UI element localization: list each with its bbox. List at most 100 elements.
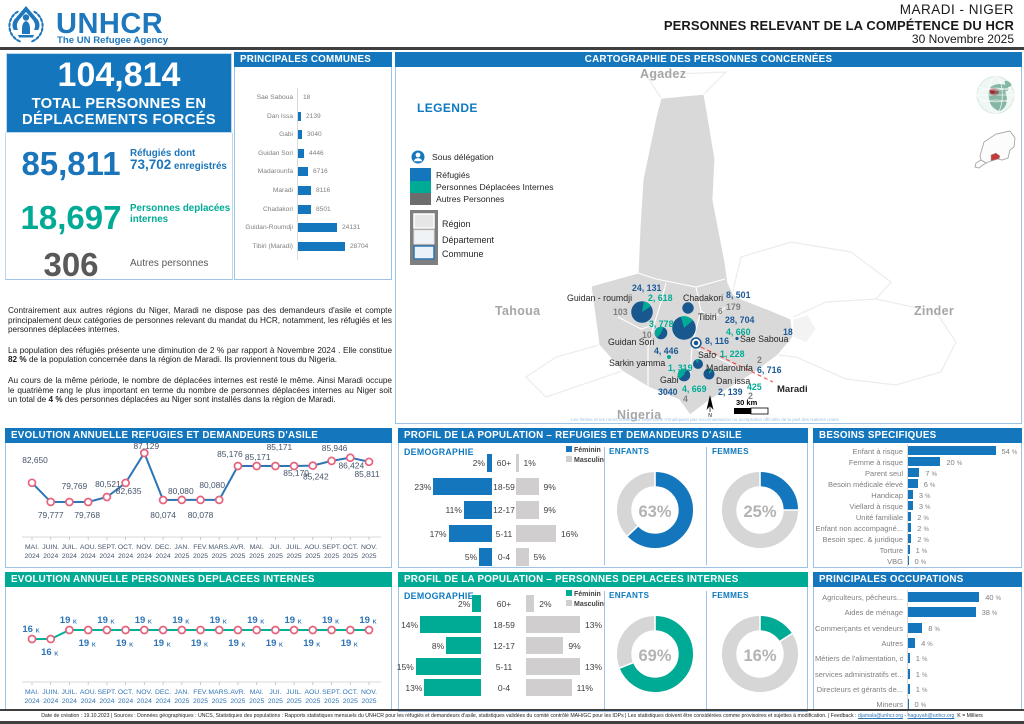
svg-text:Guidan - roumdji: Guidan - roumdji <box>567 293 632 303</box>
svg-text:N: N <box>708 413 712 419</box>
svg-text:AOU.: AOU. <box>304 544 321 551</box>
svg-text:NOV.: NOV. <box>136 544 152 551</box>
svg-text:2025: 2025 <box>324 553 339 560</box>
svg-text:2025: 2025 <box>287 553 302 560</box>
svg-text:Tibiri: Tibiri <box>698 312 717 322</box>
svg-text:19 K: 19 K <box>60 615 77 626</box>
svg-text:2025: 2025 <box>249 553 264 560</box>
svg-text:2025: 2025 <box>268 698 283 705</box>
svg-text:2024: 2024 <box>99 553 114 560</box>
svg-text:Safo: Safo <box>698 350 716 360</box>
svg-text:19 K: 19 K <box>303 638 320 649</box>
svg-text:2, 139: 2, 139 <box>718 387 743 397</box>
svg-text:JUIL.: JUIL. <box>61 689 77 696</box>
svg-text:AVR.: AVR. <box>230 544 245 551</box>
svg-text:OCT.: OCT. <box>118 689 134 696</box>
svg-text:19 K: 19 K <box>359 615 376 626</box>
svg-text:2025: 2025 <box>343 553 358 560</box>
svg-text:82,635: 82,635 <box>116 486 142 496</box>
svg-text:2024: 2024 <box>43 698 58 705</box>
svg-text:Chadakori: Chadakori <box>683 293 723 303</box>
svg-text:UNHCR: UNHCR <box>56 8 163 40</box>
svg-text:16 K: 16 K <box>22 624 39 635</box>
svg-text:2025: 2025 <box>305 698 320 705</box>
svg-text:19 K: 19 K <box>172 615 189 626</box>
svg-text:2025: 2025 <box>212 698 227 705</box>
svg-text:SEPT.: SEPT. <box>322 689 341 696</box>
svg-text:80,080: 80,080 <box>199 480 225 490</box>
svg-text:MAI.: MAI. <box>250 689 264 696</box>
svg-text:SEPT.: SEPT. <box>97 689 116 696</box>
svg-text:2024: 2024 <box>137 553 152 560</box>
svg-text:JAN.: JAN. <box>174 544 189 551</box>
svg-text:NOV.: NOV. <box>361 544 377 551</box>
svg-text:2024: 2024 <box>81 698 96 705</box>
svg-text:Dan issa: Dan issa <box>716 376 750 386</box>
svg-text:80,521: 80,521 <box>95 479 121 489</box>
svg-text:DEC.: DEC. <box>155 689 171 696</box>
svg-text:2025: 2025 <box>305 553 320 560</box>
svg-text:2024: 2024 <box>156 553 171 560</box>
svg-text:6, 716: 6, 716 <box>757 365 782 375</box>
svg-text:2: 2 <box>757 355 762 365</box>
svg-text:2024: 2024 <box>81 553 96 560</box>
svg-text:1, 228: 1, 228 <box>720 349 745 359</box>
svg-text:Tahoua: Tahoua <box>495 304 541 318</box>
svg-text:85,170: 85,170 <box>283 468 309 478</box>
svg-text:AOU.: AOU. <box>80 689 97 696</box>
svg-text:2024: 2024 <box>24 553 39 560</box>
svg-text:80,078: 80,078 <box>188 510 214 520</box>
svg-text:JUIL.: JUIL. <box>286 544 302 551</box>
svg-text:FEV.: FEV. <box>193 544 208 551</box>
svg-text:2024: 2024 <box>156 698 171 705</box>
svg-text:19 K: 19 K <box>191 638 208 649</box>
svg-text:2024: 2024 <box>118 698 133 705</box>
svg-text:2025: 2025 <box>230 698 245 705</box>
svg-text:179: 179 <box>726 302 741 312</box>
svg-text:Département: Département <box>442 235 495 245</box>
svg-text:19 K: 19 K <box>97 615 114 626</box>
svg-text:8, 501: 8, 501 <box>726 290 751 300</box>
svg-text:Nigeria: Nigeria <box>617 408 662 422</box>
svg-text:3040: 3040 <box>658 387 678 397</box>
svg-text:28, 704: 28, 704 <box>725 315 754 325</box>
svg-text:18: 18 <box>783 327 793 337</box>
svg-text:Région: Région <box>442 219 471 229</box>
svg-text:Zinder: Zinder <box>914 304 954 318</box>
svg-text:2025: 2025 <box>193 698 208 705</box>
svg-text:2025: 2025 <box>268 553 283 560</box>
svg-text:2024: 2024 <box>24 698 39 705</box>
svg-text:AVR.: AVR. <box>230 689 245 696</box>
svg-text:Sous délégation: Sous délégation <box>432 152 494 162</box>
svg-text:OCT.: OCT. <box>118 544 134 551</box>
svg-text:19 K: 19 K <box>247 615 264 626</box>
svg-text:2025: 2025 <box>343 698 358 705</box>
svg-text:AOU.: AOU. <box>80 544 97 551</box>
svg-text:JAN.: JAN. <box>174 689 189 696</box>
svg-text:AOU.: AOU. <box>304 689 321 696</box>
svg-text:2025: 2025 <box>324 698 339 705</box>
svg-text:10: 10 <box>642 330 652 340</box>
svg-text:87,129: 87,129 <box>133 443 159 451</box>
svg-text:2024: 2024 <box>118 553 133 560</box>
svg-text:19 K: 19 K <box>228 638 245 649</box>
svg-text:25%: 25% <box>743 503 776 521</box>
svg-text:2025: 2025 <box>174 553 189 560</box>
svg-text:2025: 2025 <box>212 553 227 560</box>
svg-text:DEC.: DEC. <box>155 544 171 551</box>
svg-text:OCT.: OCT. <box>343 544 359 551</box>
svg-text:2025: 2025 <box>230 553 245 560</box>
svg-text:JUIL.: JUIL. <box>286 689 302 696</box>
svg-text:19 K: 19 K <box>266 638 283 649</box>
svg-text:19 K: 19 K <box>153 638 170 649</box>
svg-text:2025: 2025 <box>361 553 376 560</box>
svg-text:Personnes Déplacées Internes: Personnes Déplacées Internes <box>436 182 554 192</box>
svg-text:85,171: 85,171 <box>267 443 293 452</box>
svg-text:1, 319: 1, 319 <box>668 363 693 373</box>
svg-text:16%: 16% <box>743 647 776 665</box>
svg-text:85,176: 85,176 <box>217 449 243 459</box>
svg-text:16 K: 16 K <box>41 647 58 658</box>
svg-text:6: 6 <box>718 307 723 316</box>
svg-text:425: 425 <box>747 382 762 392</box>
svg-text:79,769: 79,769 <box>62 481 88 491</box>
